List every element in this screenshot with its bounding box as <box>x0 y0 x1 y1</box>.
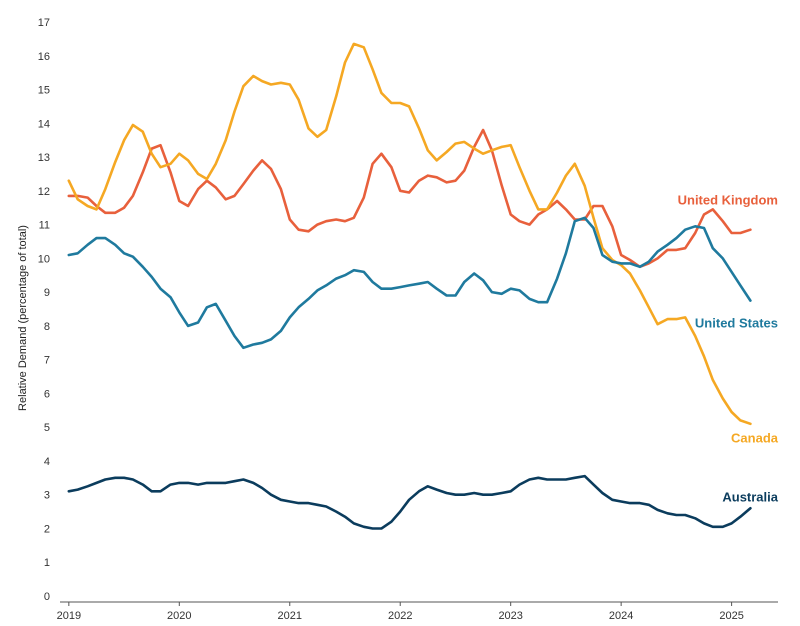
x-tick-label: 2022 <box>388 610 412 622</box>
series-line-australia <box>67 474 752 530</box>
y-tick-label: 8 <box>44 321 50 333</box>
y-tick-label: 17 <box>38 17 50 29</box>
y-tick-label: 2 <box>44 523 50 535</box>
series-label-canada: Canada <box>731 430 779 445</box>
y-tick-label: 16 <box>38 51 50 63</box>
y-tick-label: 11 <box>39 220 50 232</box>
x-tick-label: 2021 <box>278 610 302 622</box>
y-tick-label: 5 <box>44 422 50 434</box>
x-tick-label: 2025 <box>719 610 743 622</box>
y-tick-label: 6 <box>44 388 50 400</box>
y-tick-label: 13 <box>38 152 50 164</box>
y-tick-label: 10 <box>38 253 50 265</box>
series-labels: United Kingdom Canada United States Austral… <box>678 192 779 504</box>
series-line-united-states <box>67 216 752 350</box>
y-axis-label: Relative Demand (percentage of total) <box>17 225 29 411</box>
x-axis: 2019 2020 2021 2022 2023 2024 2025 <box>57 602 744 622</box>
series-line-canada <box>67 42 752 426</box>
y-tick-label: 3 <box>44 490 50 502</box>
y-tick-label: 15 <box>38 85 50 97</box>
y-tick-label: 4 <box>44 456 50 468</box>
y-tick-label: 0 <box>44 591 50 603</box>
y-tick-label: 1 <box>44 557 50 569</box>
y-tick-label: 7 <box>44 355 50 367</box>
y-tick-label: 9 <box>44 287 50 299</box>
x-tick-label: 2019 <box>57 610 81 622</box>
y-tick-label: 12 <box>38 186 50 198</box>
series-label-united-states: United States <box>695 316 778 331</box>
y-tick-label: 14 <box>38 118 50 130</box>
x-tick-label: 2023 <box>498 610 522 622</box>
x-tick-label: 2020 <box>167 610 191 622</box>
series-lines <box>67 42 752 530</box>
series-line-united-kingdom <box>67 128 752 269</box>
series-label-australia: Australia <box>722 489 778 504</box>
series-label-united-kingdom: United Kingdom <box>678 192 778 207</box>
x-tick-label: 2024 <box>609 610 633 622</box>
